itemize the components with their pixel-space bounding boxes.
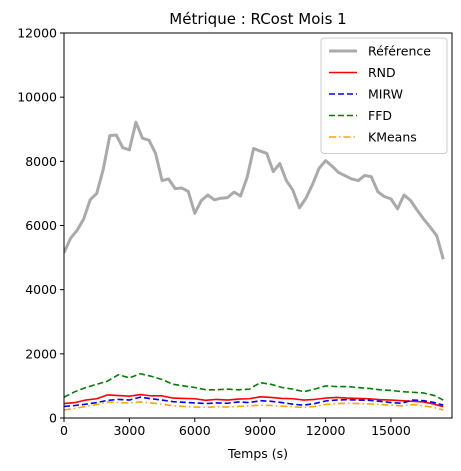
y-tick-label: 8000 — [25, 154, 57, 169]
y-tick-label: 6000 — [25, 218, 57, 233]
x-tick-label: 12000 — [306, 423, 346, 438]
legend-label: RND — [368, 65, 396, 80]
x-tick-label: 9000 — [244, 423, 276, 438]
legend-label: Référence — [368, 44, 431, 59]
series-line-ffd — [64, 372, 444, 401]
legend-label: MIRW — [368, 87, 403, 102]
series-line-mirw — [64, 396, 444, 408]
series-line-kmeans — [64, 401, 444, 411]
series-line-rnd — [64, 393, 444, 408]
legend: Référence RND MIRW FFD KMeans — [320, 37, 448, 154]
y-tick-label: 12000 — [17, 26, 57, 41]
y-tick-label: 10000 — [17, 90, 57, 105]
x-tick-label: 3000 — [113, 423, 145, 438]
legend-box — [320, 37, 448, 154]
series-line-r-f-rence — [64, 120, 445, 260]
y-tick-label: 2000 — [25, 346, 57, 361]
chart-title: Métrique : RCost Mois 1 — [169, 10, 346, 28]
legend-label: KMeans — [368, 130, 417, 145]
legend-label: FFD — [368, 108, 392, 123]
y-tick-label: 4000 — [25, 282, 57, 297]
x-tick-label: 0 — [60, 423, 68, 438]
x-tick-label: 6000 — [179, 423, 211, 438]
y-tick-label: 0 — [49, 411, 57, 426]
x-tick-label: 15000 — [371, 423, 411, 438]
x-axis-label: Temps (s) — [227, 446, 288, 461]
